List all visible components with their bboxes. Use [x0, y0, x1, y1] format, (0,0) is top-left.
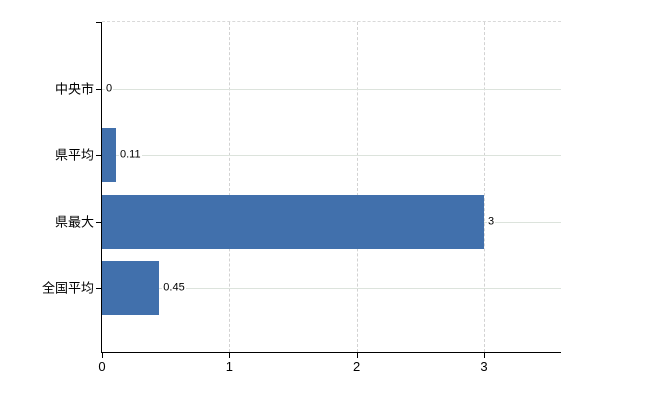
plot-top-border — [102, 21, 561, 22]
vertical-gridline — [229, 22, 231, 352]
bar — [102, 261, 160, 316]
vertical-gridline — [356, 22, 358, 352]
x-axis-tick — [356, 353, 358, 358]
y-axis-tick — [96, 155, 102, 157]
vertical-gridline — [483, 22, 485, 352]
y-axis-tick — [96, 221, 102, 223]
y-axis-tick — [96, 288, 102, 290]
category-label: 県平均 — [54, 147, 94, 163]
category-label: 県最大 — [54, 214, 94, 230]
horizontal-gridline — [102, 88, 561, 90]
x-tick-label: 1 — [225, 359, 233, 374]
horizontal-gridline — [102, 288, 561, 290]
x-axis-tick — [102, 353, 103, 358]
bar — [102, 194, 484, 249]
x-tick-label: 2 — [353, 359, 361, 374]
value-label: 0.11 — [119, 148, 142, 162]
value-label: 3 — [486, 215, 496, 229]
value-label: 0.45 — [162, 281, 186, 295]
plot-area: 0 中央市 0.11 県平均 3 県最大 0.45 全国平均 0 1 2 3 — [42, 21, 561, 374]
category-label: 全国平均 — [41, 280, 94, 296]
y-axis-tick — [96, 88, 102, 90]
x-axis-tick — [229, 353, 231, 358]
horizontal-gridline — [102, 155, 561, 157]
x-tick-label: 0 — [98, 359, 106, 374]
x-tick-label: 3 — [480, 359, 488, 374]
category-label: 中央市 — [54, 81, 94, 96]
bar — [102, 128, 116, 183]
x-axis-tick — [483, 353, 485, 358]
value-label: 0 — [105, 82, 114, 95]
y-axis-top-tick — [96, 22, 102, 23]
